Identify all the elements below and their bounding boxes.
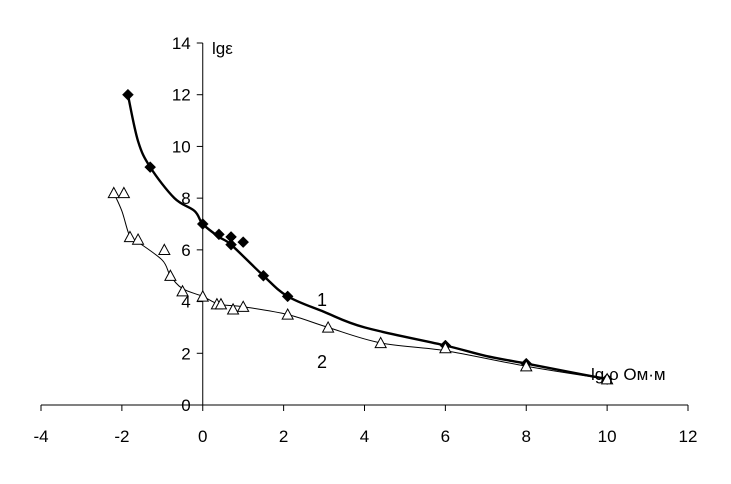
data-point-series-1 — [144, 161, 157, 173]
data-point-series-1 — [196, 218, 209, 230]
data-point-series-2 — [107, 186, 121, 199]
data-point-series-2 — [117, 186, 131, 199]
data-point-series-2 — [196, 289, 210, 302]
data-point-series-1 — [225, 238, 237, 251]
y-tick-label: 0 — [181, 396, 190, 415]
x-tick-label: -2 — [114, 427, 129, 446]
x-tick-label: 2 — [279, 427, 288, 446]
data-point-series-2 — [176, 284, 189, 297]
data-point-series-2 — [439, 341, 452, 354]
x-tick-label: 12 — [679, 427, 698, 446]
y-tick-label: 8 — [181, 189, 190, 208]
data-point-series-1 — [257, 269, 270, 282]
series-label-1: 1 — [317, 290, 327, 310]
y-tick-label: 10 — [172, 137, 191, 156]
series-markers — [107, 88, 614, 385]
y-tick-label: 4 — [181, 293, 190, 312]
data-point-series-1 — [122, 88, 134, 101]
x-tick-label: 8 — [522, 427, 531, 446]
data-point-series-1 — [281, 290, 294, 303]
data-point-series-1 — [213, 228, 225, 241]
data-point-series-2 — [281, 307, 295, 320]
data-point-series-2 — [519, 359, 533, 372]
x-tick-label: 10 — [598, 427, 617, 446]
y-tick-label: 14 — [172, 34, 191, 53]
x-tick-label: 6 — [441, 427, 450, 446]
data-point-series-2 — [214, 297, 228, 310]
data-point-series-2 — [226, 302, 240, 315]
y-tick-label: 6 — [181, 241, 190, 260]
x-tick-label: 4 — [360, 427, 369, 446]
series-label-2: 2 — [317, 352, 327, 372]
y-axis-label: lgε — [212, 39, 233, 58]
data-point-series-1 — [237, 236, 250, 248]
x-tick-label: -4 — [33, 427, 48, 446]
data-point-series-2 — [374, 336, 388, 349]
data-point-series-2 — [157, 243, 171, 256]
data-point-series-2 — [321, 320, 335, 333]
x-tick-label: 0 — [198, 427, 207, 446]
data-point-series-2 — [236, 300, 250, 312]
y-tick-label: 2 — [181, 344, 190, 363]
y-tick-label: 12 — [172, 86, 191, 105]
data-point-series-2 — [600, 372, 614, 385]
data-point-series-2 — [123, 230, 137, 243]
data-point-series-2 — [164, 269, 177, 281]
data-point-series-2 — [131, 232, 145, 245]
labels: lgε lg ρ Ом·м 1 2 — [212, 39, 666, 384]
x-axis-label: lg ρ Ом·м — [591, 365, 666, 384]
series-line-1 — [126, 94, 608, 381]
